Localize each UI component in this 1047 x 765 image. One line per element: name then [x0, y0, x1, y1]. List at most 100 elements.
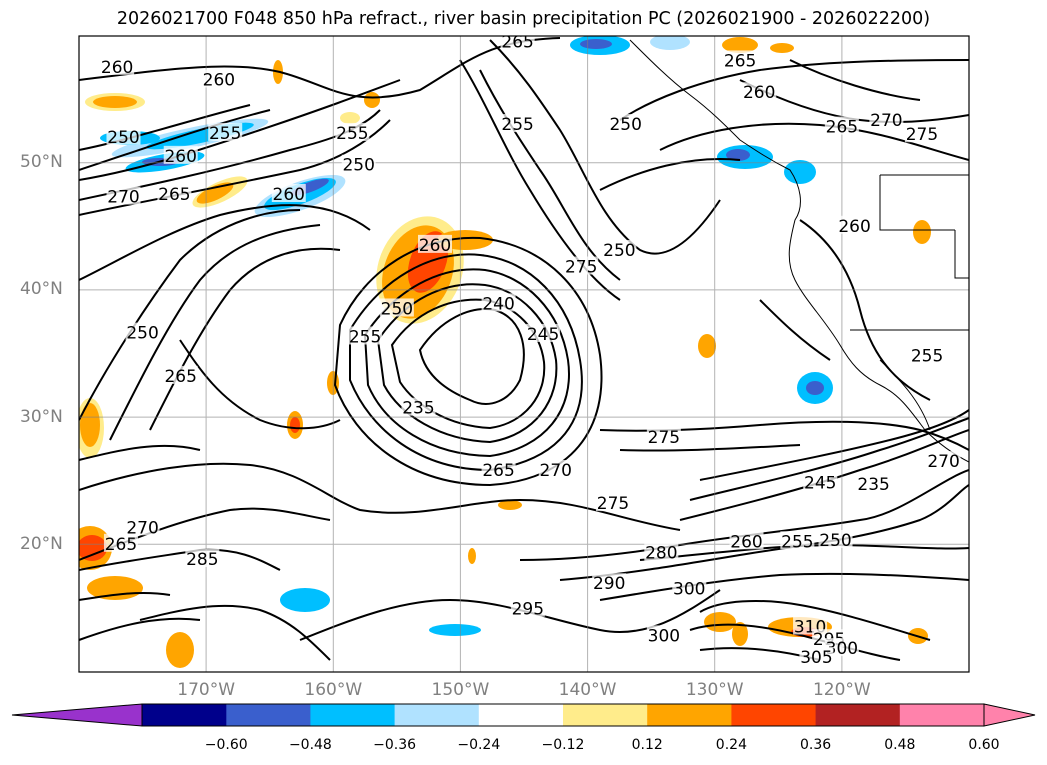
contour-label-bg	[103, 533, 138, 552]
colorbar-segment	[478, 704, 564, 726]
contour-label-bg	[729, 531, 764, 550]
contour-label: 245	[804, 474, 836, 494]
contour-label-bg	[106, 186, 141, 205]
contour-label: 260	[273, 185, 305, 205]
contour-label-bg	[271, 184, 306, 202]
contour-label: 260	[838, 217, 870, 237]
contour-label-bg	[824, 116, 859, 135]
contour-label: 235	[857, 475, 889, 495]
contour-label-bg	[125, 517, 160, 536]
contour-label: 265	[105, 535, 137, 555]
longitude-tick-label: 160°W	[304, 680, 363, 700]
contour-label: 305	[800, 648, 832, 668]
contour-label-bg	[379, 298, 414, 317]
contour-label-bg	[780, 531, 815, 550]
contour-label: 270	[870, 111, 902, 131]
contour-label-bg	[401, 397, 436, 416]
contour-label: 240	[482, 294, 514, 314]
contour-label: 300	[826, 639, 858, 659]
contour-label: 255	[911, 347, 943, 367]
contour-label: 295	[512, 600, 544, 620]
contour-label-bg	[564, 256, 599, 275]
contour-label-bg	[163, 145, 198, 164]
contour-label: 265	[724, 51, 756, 71]
contour-label: 255	[349, 327, 381, 347]
contour-label: 245	[527, 325, 559, 345]
colorbar-frame	[141, 703, 985, 727]
contour-label: 265	[482, 461, 514, 481]
contour-label-bg	[335, 122, 370, 141]
colorbar-segment	[731, 704, 817, 726]
contour-label-bg	[348, 326, 383, 345]
colorbar-extend-high	[983, 703, 1036, 727]
colorbar	[11, 703, 1036, 727]
contour-label: 260	[203, 71, 235, 91]
contour-label: 270	[126, 518, 158, 538]
contour-label: 285	[186, 550, 218, 570]
contour-label: 260	[101, 58, 133, 78]
contour-label: 270	[107, 188, 139, 208]
contour-label: 260	[730, 532, 762, 552]
latitude-tick-label: 30°N	[20, 406, 63, 427]
contour-label: 235	[402, 399, 434, 419]
colorbar-segment	[815, 704, 901, 726]
latitude-tick-label: 40°N	[20, 279, 63, 300]
plot-frame	[78, 35, 970, 673]
contour-label-bg	[910, 345, 945, 364]
contour-label-bg	[608, 114, 643, 133]
contour-label-bg	[125, 322, 160, 341]
latitude-tick-label: 50°N	[20, 152, 63, 173]
colorbar-tick-label: −0.24	[457, 737, 501, 753]
colorbar-segment	[394, 704, 480, 726]
contour-label-bg	[926, 451, 961, 470]
contour-label-bg	[672, 578, 707, 597]
contour-label-bg	[208, 122, 243, 141]
contour-label-bg	[481, 293, 516, 312]
contour-label-bg	[341, 154, 376, 173]
contour-label: 275	[906, 125, 938, 145]
contour-label-bg	[500, 36, 535, 50]
contour-label-bg	[201, 69, 236, 88]
contour-label: 250	[126, 324, 158, 344]
colorbar-tick-label: −0.48	[288, 737, 332, 753]
longitude-tick-label: 130°W	[685, 680, 744, 700]
contour-label-bg	[510, 598, 545, 617]
colorbar-tick-label: −0.36	[373, 737, 417, 753]
colorbar-tick-label: −0.60	[204, 737, 248, 753]
contour-label-bg	[538, 460, 573, 479]
colorbar-tick-label: 0.36	[800, 737, 832, 753]
contour-label: 270	[540, 461, 572, 481]
contour-label-bg	[500, 114, 535, 133]
colorbar-tick-label: 0.48	[884, 737, 916, 753]
contour-label-bg	[596, 493, 630, 512]
coastline	[629, 39, 969, 463]
contour-label-bg	[185, 549, 220, 568]
contour-label-bg	[100, 56, 135, 75]
contour-label-bg	[157, 184, 192, 202]
contour-label: 265	[164, 367, 196, 387]
colorbar-tick-label: −0.12	[541, 737, 585, 753]
contour-label-bg	[723, 50, 758, 69]
longitude-tick-label: 150°W	[431, 680, 490, 700]
contour-label-bg	[799, 647, 834, 666]
contour-label-bg	[163, 365, 198, 384]
longitude-tick-label: 170°W	[177, 680, 236, 700]
contour-label-bg	[742, 82, 777, 101]
contour-label-bg	[592, 573, 627, 592]
contour-label: 250	[381, 299, 413, 319]
contour-label: 275	[597, 494, 629, 514]
contour-label-bg	[818, 529, 853, 548]
contour-label: 265	[826, 118, 858, 138]
contour-label-bg	[869, 110, 904, 129]
longitude-tick-label: 140°W	[558, 680, 617, 700]
contour-label-bg	[837, 215, 872, 234]
colorbar-tick-label: 0.60	[968, 737, 1000, 753]
contour-label: 255	[209, 124, 241, 144]
contour-label-bg	[481, 460, 516, 479]
contour-label-bg	[418, 234, 452, 253]
contour-label: 260	[419, 236, 451, 256]
contour-label: 300	[648, 626, 680, 646]
contour-label: 250	[609, 115, 641, 135]
